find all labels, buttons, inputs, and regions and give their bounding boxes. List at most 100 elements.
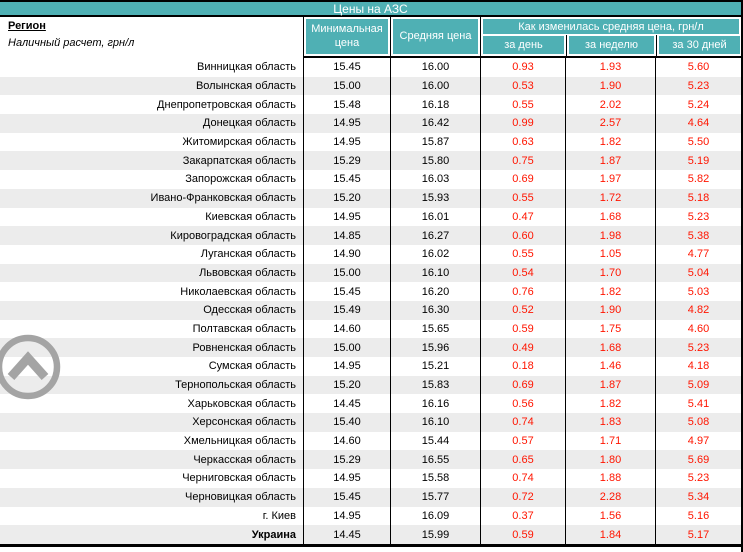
day-change-cell: 0.54 (480, 263, 565, 283)
week-change-cell: 1.68 (565, 338, 655, 357)
table-row: Сумская область 14.95 15.21 0.18 1.46 4.18 (0, 357, 741, 376)
avg-price-cell: 16.10 (390, 413, 480, 432)
avg-price-cell: 15.87 (390, 132, 480, 152)
min-price-cell: 14.95 (303, 207, 390, 227)
week-change-cell: 1.80 (565, 450, 655, 470)
day-change-cell: 0.47 (480, 207, 565, 227)
month-change-cell: 5.38 (655, 226, 741, 245)
month-change-cell: 5.69 (655, 450, 741, 470)
min-price-cell: 14.45 (303, 394, 390, 414)
region-cell: Волынская область (195, 80, 296, 93)
table-row: Винницкая область 15.45 16.00 0.93 1.93 5.60 (0, 58, 741, 77)
region-cell: Житомирская область (182, 136, 296, 149)
table-row: Волынская область 15.00 16.00 0.53 1.90 5.23 (0, 76, 741, 96)
min-price-cell: 14.60 (303, 431, 390, 451)
avg-price-cell: 16.10 (390, 263, 480, 283)
payment-type-note: Наличный расчет, грн/л (8, 37, 135, 49)
week-change-cell: 1.83 (565, 413, 655, 432)
region-cell: Киевская область (205, 210, 296, 223)
region-cell: Кировоградская область (170, 229, 296, 242)
region-cell: Украина (251, 528, 296, 541)
region-cell: Закарпатская область (182, 154, 296, 167)
min-price-cell: 15.29 (303, 450, 390, 470)
month-change-cell: 4.60 (655, 319, 741, 339)
day-change-cell: 0.60 (480, 226, 565, 245)
week-change-cell: 1.70 (565, 263, 655, 283)
month-change-cell: 5.08 (655, 413, 741, 432)
scroll-to-top-button[interactable] (0, 333, 62, 401)
region-cell: Черниговская область (182, 472, 296, 485)
day-change-cell: 0.55 (480, 95, 565, 115)
month-change-cell: 5.09 (655, 375, 741, 395)
month-change-cell: 5.16 (655, 506, 741, 526)
month-change-cell: 5.23 (655, 207, 741, 227)
day-change-cell: 0.37 (480, 506, 565, 526)
min-price-cell: 15.20 (303, 375, 390, 395)
day-change-cell: 0.74 (480, 469, 565, 488)
month-change-cell: 4.97 (655, 431, 741, 451)
min-price-cell: 15.20 (303, 188, 390, 208)
table-header: Регион Наличный расчет, грн/л Минимальна… (0, 17, 741, 58)
month-change-cell: 4.82 (655, 300, 741, 320)
month-change-cell: 5.23 (655, 469, 741, 488)
avg-price-cell: 15.99 (390, 525, 480, 544)
month-change-cell: 5.24 (655, 95, 741, 115)
month-change-cell: 5.82 (655, 170, 741, 189)
min-price-cell: 15.49 (303, 300, 390, 320)
region-cell: Тернопольская область (175, 379, 296, 392)
day-change-cell: 0.74 (480, 413, 565, 432)
avg-price-cell: 16.00 (390, 76, 480, 96)
week-change-cell: 1.05 (565, 244, 655, 264)
region-cell: Луганская область (200, 248, 296, 261)
min-price-cell: 15.29 (303, 151, 390, 171)
avg-price-cell: 15.96 (390, 338, 480, 357)
min-price-cell: 15.00 (303, 76, 390, 96)
min-price-cell: 15.48 (303, 95, 390, 115)
week-change-cell: 1.90 (565, 300, 655, 320)
day-change-cell: 0.52 (480, 300, 565, 320)
month-change-cell: 4.18 (655, 357, 741, 376)
table-row: Одесская область 15.49 16.30 0.52 1.90 4.82 (0, 300, 741, 320)
avg-price-cell: 16.30 (390, 300, 480, 320)
day-change-cell: 0.55 (480, 188, 565, 208)
avg-price-cell: 16.42 (390, 114, 480, 133)
day-change-cell: 0.72 (480, 487, 565, 507)
min-price-cell: 15.00 (303, 263, 390, 283)
min-price-cell: 14.95 (303, 132, 390, 152)
table-row: Черновицкая область 15.45 15.77 0.72 2.28 5.3… (0, 487, 741, 507)
region-cell: Николаевская область (180, 285, 296, 298)
table-row: Харьковская область 14.45 16.16 0.56 1.82 5.4… (0, 394, 741, 414)
region-cell: Львовская область (199, 266, 296, 279)
table-row: Запорожская область 15.45 16.03 0.69 1.97 5.8… (0, 170, 741, 189)
day-change-cell: 0.59 (480, 319, 565, 339)
table-title: Цены на АЗС (0, 2, 741, 17)
week-change-cell: 1.71 (565, 431, 655, 451)
week-change-cell: 2.57 (565, 114, 655, 133)
table-row: Черкасская область 15.29 16.55 0.65 1.80 5.69 (0, 450, 741, 470)
table-row: Украина 14.45 15.99 0.59 1.84 5.17 (0, 525, 741, 544)
avg-price-cell: 16.03 (390, 170, 480, 189)
min-price-cell: 15.45 (303, 282, 390, 301)
day-change-cell: 0.76 (480, 282, 565, 301)
table-row: Ивано-Франковская область 15.20 15.93 0.55 1… (0, 188, 741, 208)
region-header-cell: Регион Наличный расчет, грн/л (0, 17, 303, 58)
day-change-cell: 0.69 (480, 375, 565, 395)
avg-price-cell: 16.16 (390, 394, 480, 414)
avg-price-header-cell: Средняя цена (390, 17, 480, 58)
month-change-cell: 4.64 (655, 114, 741, 133)
region-cell: Харьковская область (187, 397, 297, 410)
col-header-month-change: за 30 дней (659, 36, 740, 54)
month-change-cell: 5.18 (655, 188, 741, 208)
table-row: Черниговская область 14.95 15.58 0.74 1.88 5.… (0, 469, 741, 488)
month-change-cell: 5.60 (655, 58, 741, 77)
avg-price-cell: 15.44 (390, 431, 480, 451)
day-change-cell: 0.59 (480, 525, 565, 544)
min-price-cell: 15.45 (303, 487, 390, 507)
week-change-cell: 1.87 (565, 375, 655, 395)
min-price-cell: 14.90 (303, 244, 390, 264)
avg-price-cell: 16.00 (390, 58, 480, 77)
week-change-cell: 2.02 (565, 95, 655, 115)
min-price-cell: 15.45 (303, 170, 390, 189)
table-row: Ровненская область 15.00 15.96 0.49 1.68 5.23 (0, 338, 741, 357)
